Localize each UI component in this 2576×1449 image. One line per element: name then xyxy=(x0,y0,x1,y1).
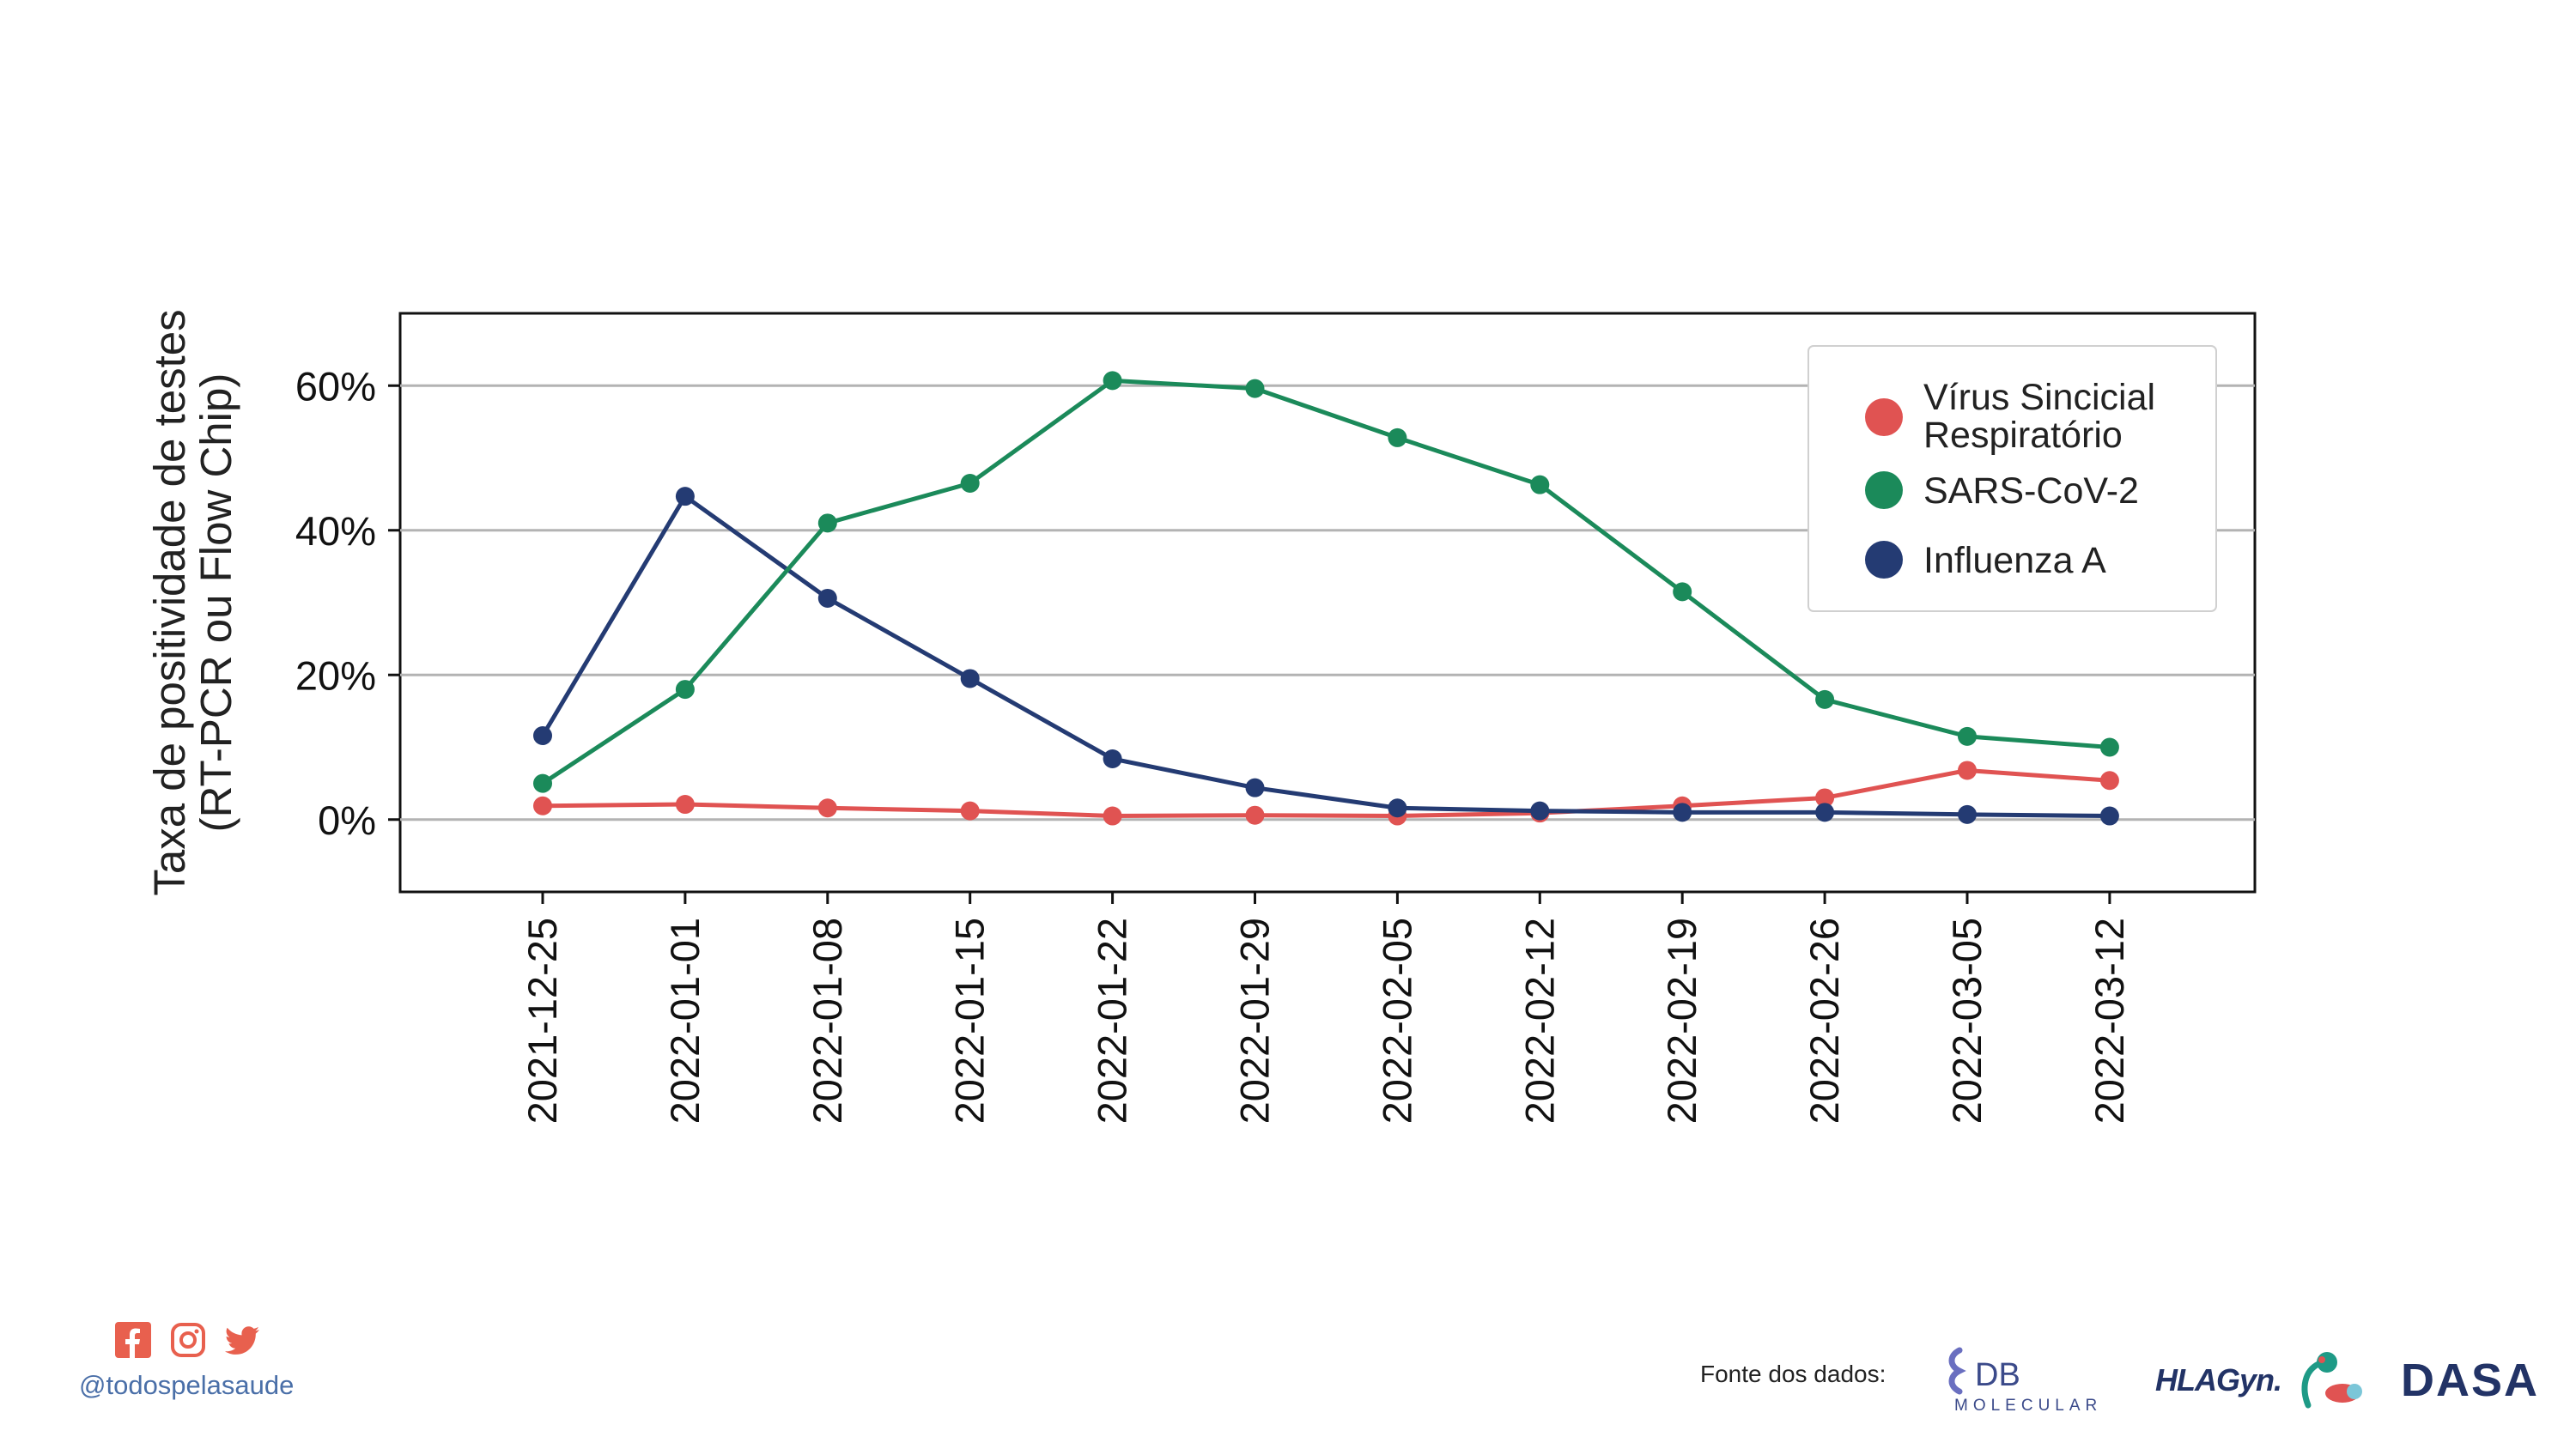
db-logo-text: DB xyxy=(1975,1357,2020,1393)
data-point xyxy=(2099,806,2119,826)
data-point xyxy=(1958,804,1977,824)
dasa-logo-text: DASA xyxy=(2401,1355,2540,1406)
dasa-logo: DASA xyxy=(2401,1350,2547,1410)
data-sources: Fonte dos dados: DB MOLECULAR HLAGyn. DA… xyxy=(1700,1343,2559,1421)
y-axis-label-line-2: (RT-PCR ou Flow Chip) xyxy=(191,373,240,833)
legend-marker xyxy=(1865,541,1903,579)
data-point xyxy=(1530,475,1550,494)
instagram-icon[interactable] xyxy=(170,1322,206,1358)
legend-label: SARS-CoV-2 xyxy=(1923,470,2139,512)
data-point xyxy=(817,588,837,608)
legend-item: Influenza A xyxy=(1865,540,2106,581)
series-line xyxy=(540,494,2110,819)
social-icons xyxy=(115,1322,337,1358)
legend-marker xyxy=(1865,471,1903,509)
y-axis-label: Taxa de positividade de testes (RT-PCR o… xyxy=(145,309,240,895)
data-point xyxy=(1530,801,1550,821)
facebook-icon[interactable] xyxy=(115,1322,151,1358)
y-axis-label-line-1: Taxa de positividade de testes xyxy=(145,309,194,895)
y-tick-label: 20% xyxy=(295,652,376,698)
data-point xyxy=(533,726,552,746)
x-tick-label: 2022-03-05 xyxy=(1944,918,1990,1124)
series-line xyxy=(542,767,2111,819)
data-point xyxy=(1245,379,1265,398)
grid-lines xyxy=(400,384,2255,822)
data-point xyxy=(675,487,695,506)
data-point xyxy=(1673,803,1692,822)
db-molecular-logo: DB MOLECULAR xyxy=(1942,1343,2114,1421)
legend-label: Influenza A xyxy=(1923,540,2106,581)
x-axis-ticks: 2021-12-25 2022-01-01 2022-01-08 2022-01-15… xyxy=(519,892,2132,1124)
data-point xyxy=(2099,771,2119,791)
data-point xyxy=(1815,803,1835,822)
data-point xyxy=(1673,582,1692,602)
x-tick-label: 2021-12-25 xyxy=(519,918,565,1124)
data-point xyxy=(1815,788,1835,808)
x-tick-label: 2022-01-08 xyxy=(805,918,850,1124)
y-tick-label: 60% xyxy=(295,363,376,409)
data-point xyxy=(533,773,552,793)
data-point xyxy=(675,680,695,700)
data-point xyxy=(533,796,552,815)
series-influenza-a xyxy=(533,487,2119,826)
db-logo-subtext: MOLECULAR xyxy=(1954,1397,2103,1415)
y-tick-label: 40% xyxy=(295,508,376,554)
data-point xyxy=(1103,371,1122,391)
data-point xyxy=(1103,749,1122,768)
series-line xyxy=(541,378,2111,785)
legend-box xyxy=(1807,345,2217,612)
legend-label: Vírus Sincicial xyxy=(1923,377,2155,418)
data-point xyxy=(817,513,837,533)
data-point xyxy=(675,795,695,815)
hlagyn-logo-text: HLAGyn. xyxy=(2155,1362,2282,1397)
x-tick-label: 2022-02-19 xyxy=(1659,918,1704,1124)
data-point xyxy=(817,798,837,818)
data-point xyxy=(2099,737,2119,757)
data-point xyxy=(1245,805,1265,825)
x-tick-label: 2022-01-15 xyxy=(947,918,993,1124)
data-point xyxy=(1388,798,1407,818)
x-tick-label: 2022-01-01 xyxy=(662,918,708,1124)
x-tick-label: 2022-02-26 xyxy=(1801,918,1847,1124)
x-tick-label: 2022-02-12 xyxy=(1516,918,1562,1124)
data-point xyxy=(960,473,980,493)
data-point xyxy=(1388,427,1407,447)
twitter-icon[interactable] xyxy=(225,1322,261,1358)
y-axis-ticks: 0% 20% 40% 60% xyxy=(295,363,400,843)
hlagyn-logo: HLAGyn. xyxy=(2155,1343,2379,1421)
source-label: Fonte dos dados: xyxy=(1700,1361,1886,1387)
legend-label: Respiratório xyxy=(1923,415,2123,456)
legend-item: SARS-CoV-2 xyxy=(1865,470,2139,512)
series-layer xyxy=(533,371,2119,826)
x-tick-label: 2022-01-29 xyxy=(1232,918,1278,1124)
series-sars-cov-2 xyxy=(533,371,2119,793)
data-point xyxy=(1958,761,1977,780)
y-tick-label: 0% xyxy=(318,797,376,843)
hlagyn-mark-icon xyxy=(2301,1352,2362,1409)
x-tick-label: 2022-02-05 xyxy=(1374,918,1419,1124)
data-point xyxy=(960,669,980,688)
data-point xyxy=(1245,778,1265,797)
legend-marker xyxy=(1865,398,1903,436)
x-tick-label: 2022-01-22 xyxy=(1090,918,1135,1124)
data-point xyxy=(1958,726,1977,746)
data-point xyxy=(1815,689,1835,709)
data-point xyxy=(1103,806,1122,826)
x-tick-label: 2022-03-12 xyxy=(2087,918,2132,1124)
social-footer: @todospelasaude xyxy=(79,1322,337,1401)
data-point xyxy=(960,801,980,821)
social-handle[interactable]: @todospelasaude xyxy=(79,1370,295,1400)
db-molecular-mark-icon xyxy=(1948,1347,1966,1395)
